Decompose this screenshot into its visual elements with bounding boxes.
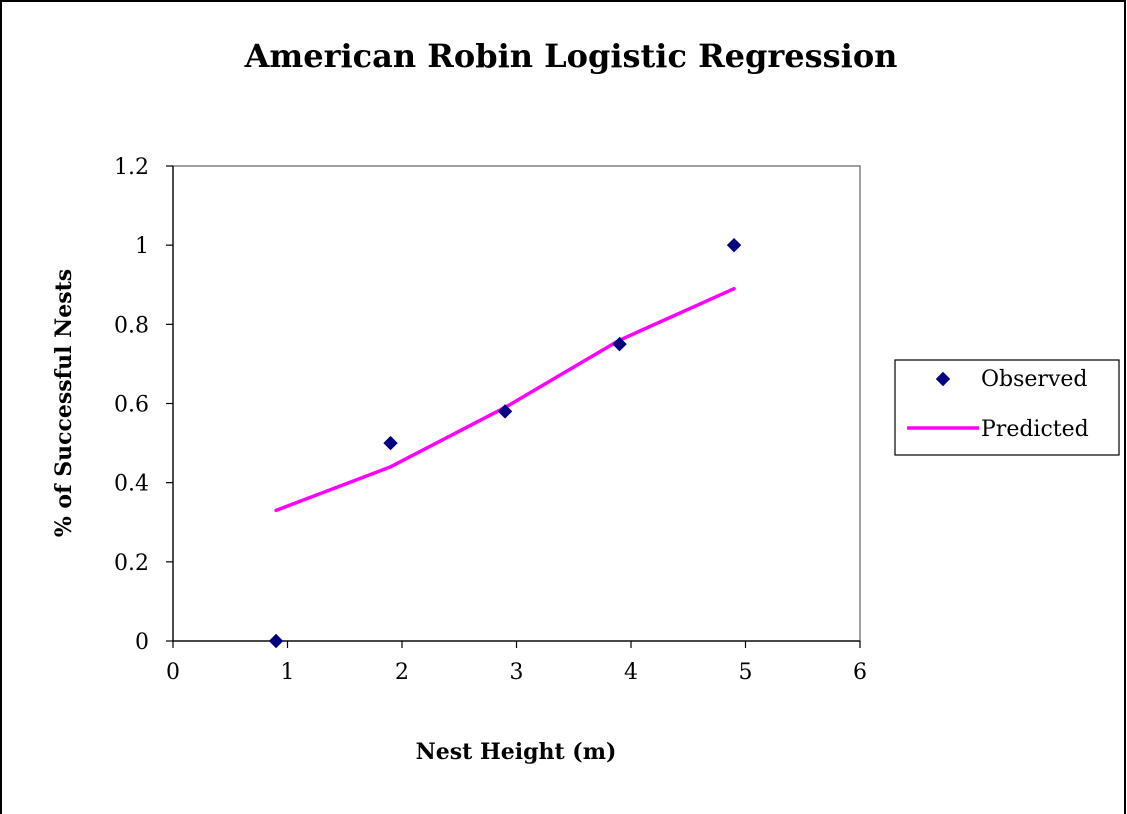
x-tick-label: 3 (510, 660, 524, 685)
y-axis-title: % of Successful Nests (51, 269, 77, 537)
observed-point (383, 435, 398, 451)
x-tick-label: 0 (166, 660, 180, 685)
data-series (268, 237, 742, 649)
y-tick-label: 1 (135, 234, 149, 259)
y-axis: 0 0.2 0.4 0.6 0.8 1 1.2 (114, 155, 174, 655)
x-axis-title: Nest Height (m) (416, 739, 617, 765)
chart-title: American Robin Logistic Regression (244, 37, 898, 75)
legend-observed-label: Observed (981, 367, 1087, 392)
observed-point (612, 336, 627, 352)
x-tick-label: 6 (853, 660, 867, 685)
legend-predicted-label: Predicted (981, 417, 1089, 442)
plot-area (172, 165, 861, 642)
y-tick-label: 1.2 (114, 155, 149, 180)
observed-point (497, 404, 513, 419)
x-tick-label: 4 (624, 660, 638, 685)
y-tick-label: 0.8 (114, 313, 149, 338)
legend-observed-marker (935, 371, 951, 387)
legend-box (894, 359, 1120, 456)
y-tick-label: 0 (135, 630, 149, 655)
x-tick-label: 1 (281, 660, 295, 685)
y-tick-label: 0.4 (114, 472, 149, 497)
observed-point (268, 633, 284, 649)
x-tick-label: 5 (739, 660, 753, 685)
x-axis: 0 1 2 3 4 5 6 (166, 640, 867, 685)
y-tick-label: 0.2 (114, 551, 149, 576)
legend: Observed Predicted (894, 359, 1120, 456)
y-tick-label: 0.6 (114, 393, 149, 418)
x-tick-label: 2 (395, 660, 409, 685)
observed-point (726, 237, 742, 253)
